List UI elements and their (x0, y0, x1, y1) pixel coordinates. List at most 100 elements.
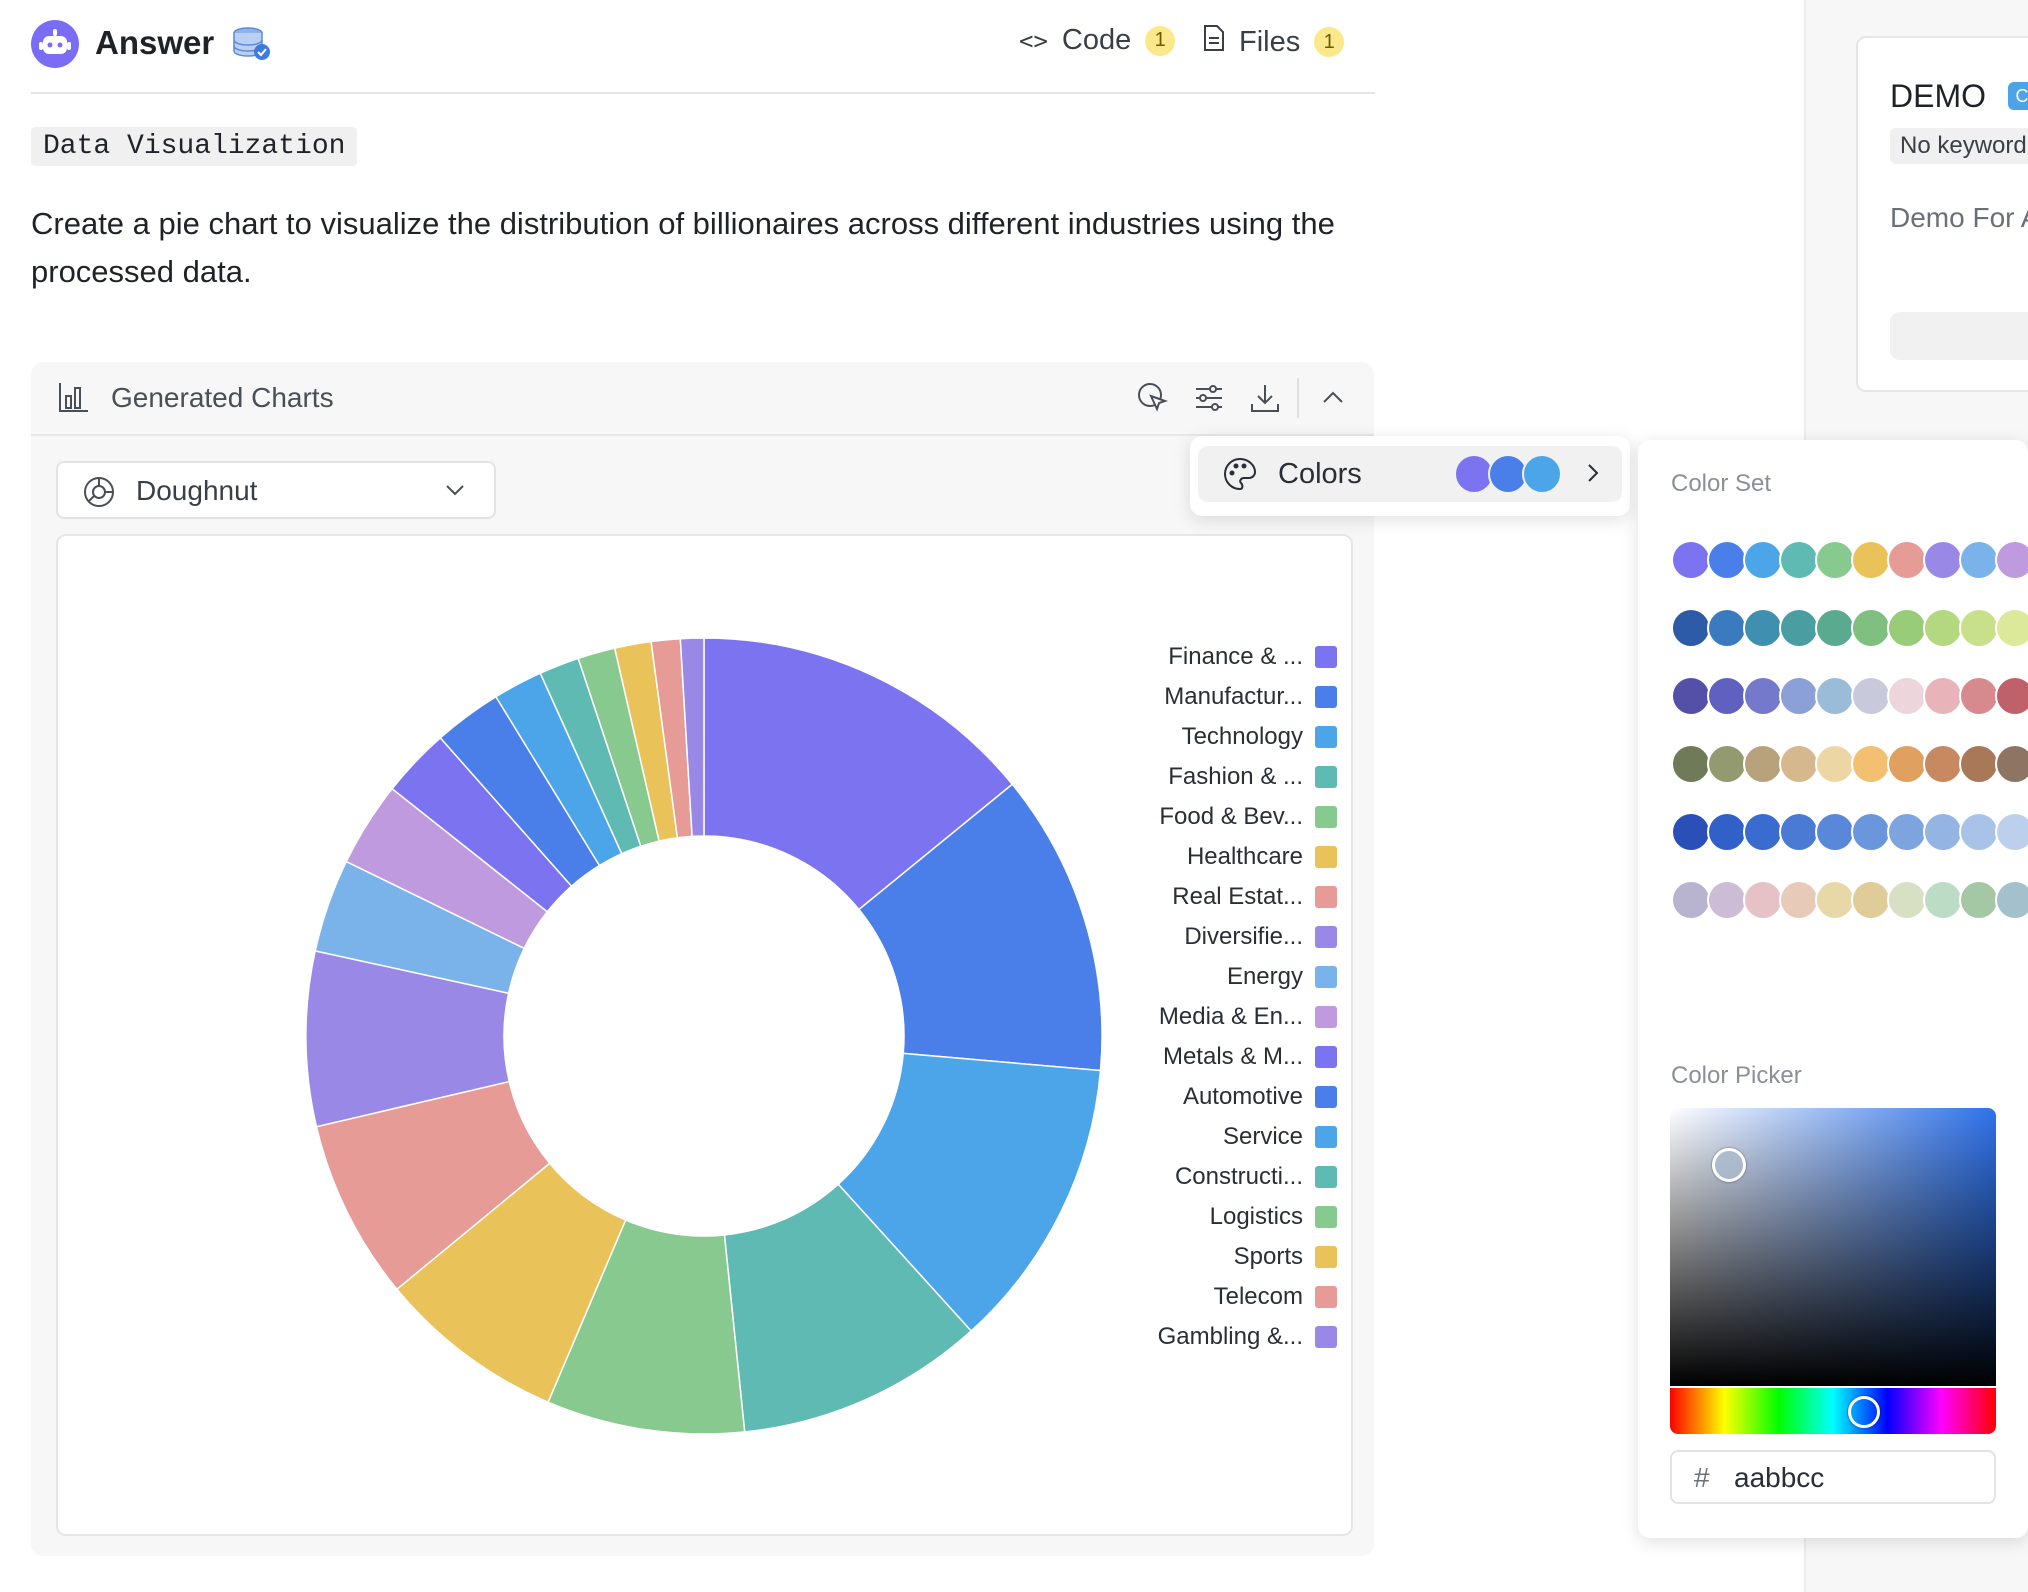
legend-item[interactable]: Constructi... (1175, 1162, 1337, 1192)
colors-preview-swatch (1522, 454, 1562, 494)
color-set-row[interactable] (1671, 676, 2028, 716)
answer-title: Answer (95, 24, 215, 61)
color-picker-heading: Color Picker (1671, 1062, 1802, 1089)
legend-item[interactable]: Sports (1234, 1242, 1337, 1272)
color-set-swatch (1923, 540, 1963, 580)
color-set-swatch (1671, 880, 1711, 920)
color-set-swatch (1959, 812, 1999, 852)
color-set-swatch (1995, 744, 2028, 784)
doughnut-slice[interactable] (679, 637, 705, 838)
color-set-swatch (1923, 880, 1963, 920)
color-set-swatch (1743, 880, 1783, 920)
color-set-swatch (1671, 812, 1711, 852)
color-set-row[interactable] (1671, 744, 2028, 784)
code-tab-label: Code (1061, 24, 1132, 56)
color-set-swatch (1995, 676, 2028, 716)
keyword-pill: No keyword (1890, 128, 2028, 164)
demo-action-bar[interactable] (1890, 312, 2028, 360)
legend-label: Gambling &... (1157, 1323, 1303, 1350)
hex-color-input[interactable]: # aabbcc (1670, 1450, 1996, 1504)
colors-menu-item[interactable]: Colors (1198, 446, 1622, 502)
doughnut-slice[interactable] (723, 1183, 973, 1433)
color-set-swatch (1851, 540, 1891, 580)
legend-label: Manufactur... (1164, 683, 1303, 710)
saturation-handle[interactable] (1712, 1148, 1746, 1182)
color-set-swatch (1887, 608, 1927, 648)
color-set-swatch (1743, 608, 1783, 648)
legend-swatch (1315, 1126, 1337, 1148)
legend-label: Energy (1226, 963, 1303, 990)
legend-item[interactable]: Real Estat... (1172, 882, 1337, 912)
code-tab-button[interactable]: <> Code 1 (1019, 24, 1176, 57)
doughnut-slice[interactable] (837, 1052, 1102, 1333)
legend-item[interactable]: Telecom (1214, 1282, 1337, 1312)
color-set-swatch (1671, 676, 1711, 716)
doughnut-slice[interactable] (857, 783, 1103, 1072)
chart-type-select[interactable]: Doughnut (56, 461, 496, 519)
hue-handle[interactable] (1848, 1396, 1880, 1428)
color-set-swatch (1923, 608, 1963, 648)
legend-label: Sports (1233, 1243, 1303, 1270)
saturation-picker[interactable] (1670, 1108, 1996, 1386)
color-set-swatch (1851, 676, 1891, 716)
legend-item[interactable]: Finance & ... (1168, 642, 1337, 672)
legend-label: Finance & ... (1168, 643, 1303, 670)
legend-label: Healthcare (1186, 843, 1303, 870)
legend-swatch (1315, 846, 1337, 868)
legend-label: Automotive (1182, 1083, 1303, 1110)
color-set-swatch (1851, 812, 1891, 852)
legend-item[interactable]: Manufactur... (1164, 682, 1337, 712)
doughnut-chart (305, 637, 1103, 1435)
color-set-swatch (1743, 540, 1783, 580)
settings-sliders-icon[interactable] (1191, 380, 1227, 416)
files-tab-button[interactable]: Files 1 (1203, 24, 1345, 60)
color-set-swatch (1995, 880, 2028, 920)
legend-label: Logistics (1209, 1203, 1303, 1230)
legend-item[interactable]: Metals & M... (1163, 1042, 1337, 1072)
download-icon[interactable] (1247, 380, 1283, 416)
cursor-click-icon[interactable] (1135, 380, 1171, 416)
legend-item[interactable]: Energy (1227, 962, 1337, 992)
color-set-swatch (1779, 608, 1819, 648)
legend-label: Telecom (1213, 1283, 1303, 1310)
legend-swatch (1315, 1086, 1337, 1108)
answer-header: Answer <> Code 1 Files 1 (31, 0, 1375, 94)
legend-item[interactable]: Healthcare (1187, 842, 1337, 872)
color-set-row[interactable] (1671, 812, 2028, 852)
task-prompt: Create a pie chart to visualize the dist… (31, 206, 1335, 289)
database-check-icon (231, 26, 271, 62)
legend-item[interactable]: Technology (1182, 722, 1337, 752)
demo-card[interactable]: DEMO CS No keyword Demo For A (1856, 36, 2028, 392)
legend-item[interactable]: Automotive (1183, 1082, 1337, 1112)
legend-swatch (1315, 766, 1337, 788)
legend-swatch (1315, 1246, 1337, 1268)
color-set-swatch (1995, 608, 2028, 648)
chart-card: Finance & ... Manufactur... Technology Fash… (56, 534, 1353, 1536)
hue-slider[interactable] (1670, 1388, 1996, 1434)
doughnut-slice[interactable] (703, 637, 1014, 911)
legend-item[interactable]: Diversifie... (1184, 922, 1337, 952)
legend-item[interactable]: Fashion & ... (1168, 762, 1337, 792)
chevron-down-icon (442, 477, 468, 508)
bar-chart-icon (57, 380, 91, 419)
color-set-swatch (1959, 880, 1999, 920)
legend-label: Real Estat... (1172, 883, 1303, 910)
task-tag: Data Visualization (31, 127, 358, 166)
legend-item[interactable]: Media & En... (1159, 1002, 1337, 1032)
legend-swatch (1315, 966, 1337, 988)
legend-item[interactable]: Service (1223, 1122, 1337, 1152)
colors-label: Colors (1278, 458, 1362, 490)
color-set-row[interactable] (1671, 540, 2028, 580)
legend-item[interactable]: Gambling &... (1158, 1322, 1337, 1352)
color-set-swatch (1959, 676, 1999, 716)
legend-item[interactable]: Logistics (1210, 1202, 1337, 1232)
collapse-chevron-up-icon[interactable] (1315, 380, 1351, 416)
color-set-swatch (1779, 540, 1819, 580)
color-set-row[interactable] (1671, 880, 2028, 920)
colors-preview (1454, 454, 1562, 494)
color-set-swatch (1851, 608, 1891, 648)
color-set-row[interactable] (1671, 608, 2028, 648)
panel-header: Generated Charts (31, 362, 1374, 436)
color-set-swatch (1815, 880, 1855, 920)
legend-item[interactable]: Food & Bev... (1159, 802, 1337, 832)
